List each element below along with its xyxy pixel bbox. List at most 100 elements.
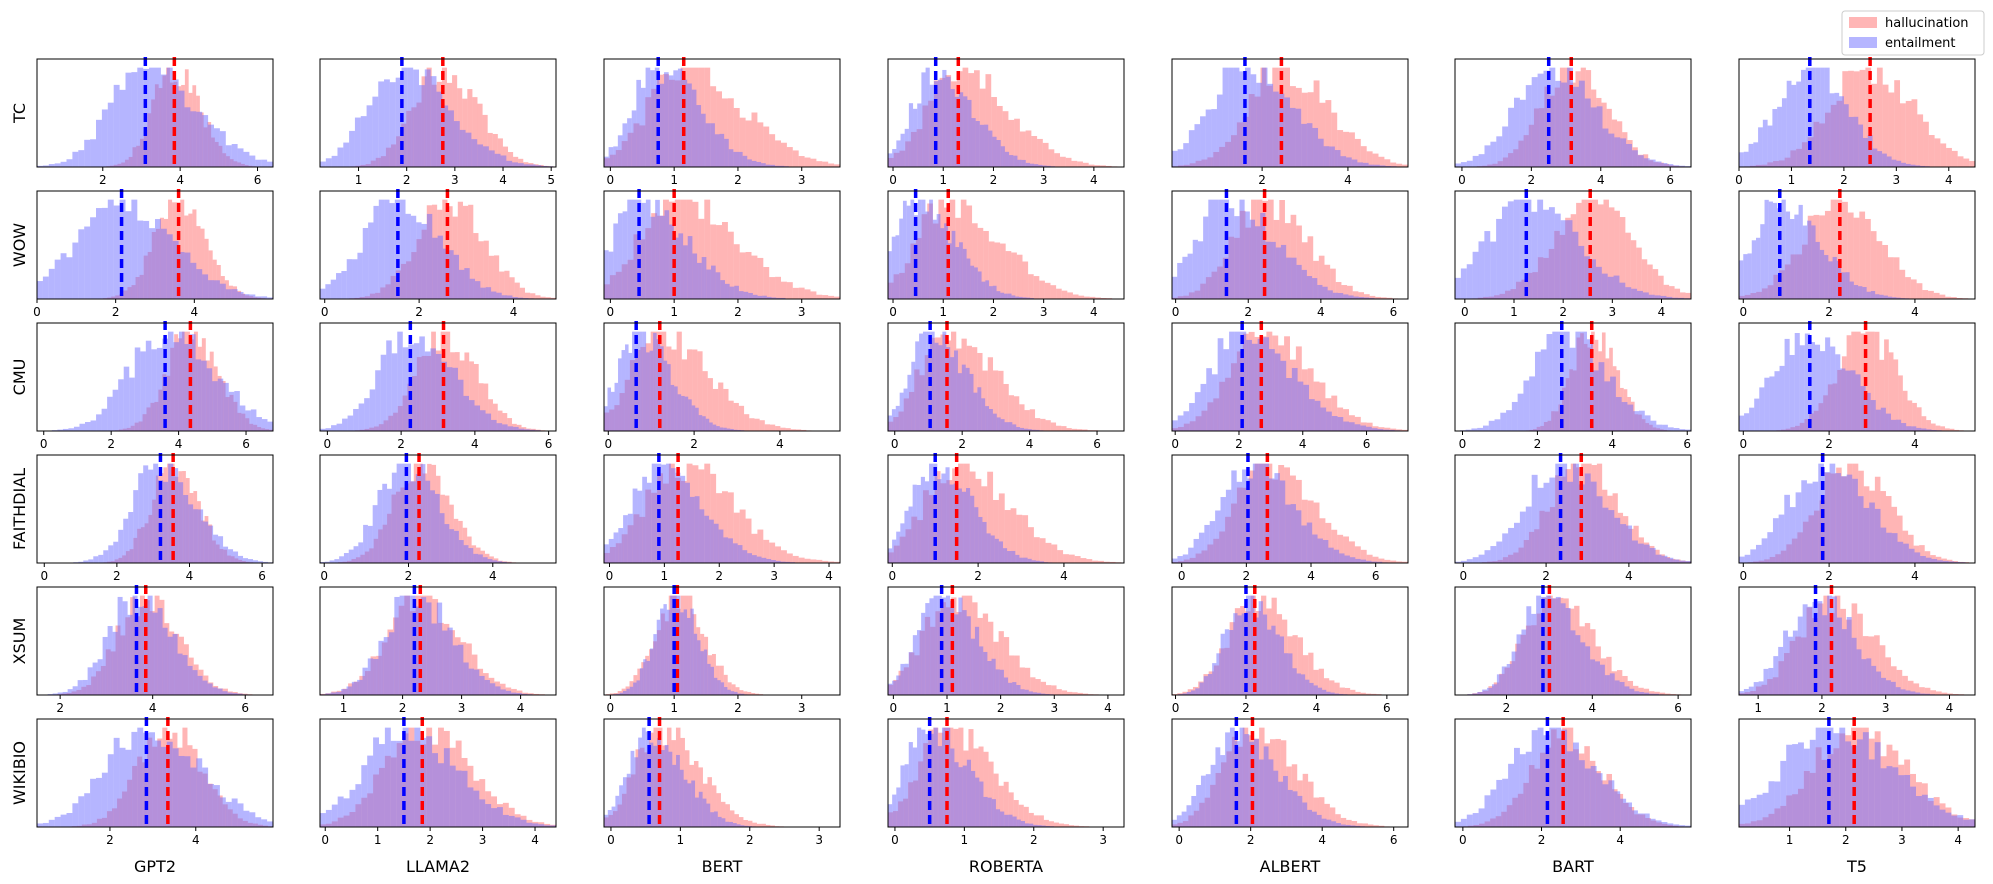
entailment-bar — [1942, 560, 1949, 563]
panel-frame — [319, 454, 557, 564]
entailment-bar — [640, 87, 646, 167]
entailment-bar — [217, 688, 223, 695]
entailment-bar — [418, 85, 425, 167]
entailment-bar — [1822, 615, 1828, 695]
entailment-bar — [535, 165, 542, 167]
entailment-bar — [1608, 133, 1615, 167]
hallucination-bar — [716, 225, 722, 299]
entailment-bar — [1031, 429, 1036, 431]
hallucination-bar — [761, 823, 766, 827]
hallucination-bar — [716, 793, 721, 827]
entailment-bar — [1338, 693, 1344, 695]
entailment-bar — [1581, 331, 1587, 431]
hallucination-bar — [1928, 290, 1934, 299]
hallucination-bar — [822, 295, 829, 299]
hallucination-bar — [804, 157, 811, 167]
entailment-bar — [608, 147, 614, 167]
entailment-bar — [695, 797, 699, 827]
entailment-bar — [90, 217, 96, 299]
entailment-bar — [1332, 292, 1339, 299]
entailment-bar — [723, 427, 727, 431]
entailment-bar — [925, 67, 930, 167]
entailment-bar — [397, 331, 403, 431]
entailment-bar — [933, 727, 938, 827]
entailment-bar — [1287, 789, 1293, 827]
entailment-bar — [1815, 67, 1821, 167]
hallucination-bar — [1071, 428, 1078, 431]
hallucination-bar — [1898, 375, 1903, 431]
x-tick-label: 0 — [1459, 569, 1467, 583]
hallucination-bar — [1367, 824, 1374, 827]
hallucination-bar — [509, 277, 515, 299]
entailment-bar — [1891, 533, 1898, 563]
hallucination-bar — [1039, 538, 1046, 563]
entailment-bar — [979, 781, 984, 827]
hallucination-bar — [739, 252, 746, 299]
entailment-bar — [57, 429, 63, 431]
entailment-bar — [1331, 821, 1337, 827]
entailment-bar — [1182, 256, 1188, 299]
panel-frame — [1171, 190, 1409, 300]
entailment-bar — [407, 67, 414, 167]
entailment-bar — [1348, 422, 1355, 431]
entailment-bar — [349, 789, 356, 827]
entailment-bar — [1348, 295, 1354, 299]
entailment-bar — [1870, 400, 1876, 431]
entailment-bar — [618, 358, 622, 431]
hallucination-bar — [1355, 691, 1361, 695]
entailment-bar — [471, 139, 478, 167]
entailment-bar — [125, 749, 132, 827]
entailment-bar — [37, 165, 43, 167]
entailment-bar — [734, 691, 738, 695]
hallucination-bar — [516, 424, 522, 431]
hallucination-bar — [801, 429, 807, 431]
entailment-bar — [166, 234, 173, 299]
entailment-bar — [661, 464, 667, 563]
entailment-bar — [113, 541, 119, 563]
entailment-bar — [119, 89, 126, 167]
hallucination-bar — [1003, 781, 1009, 827]
entailment-bar — [1265, 241, 1271, 299]
entailment-bar — [1327, 290, 1333, 299]
entailment-bar — [1797, 616, 1803, 695]
hallucination-bar — [743, 691, 748, 695]
entailment-bar — [649, 742, 654, 827]
entailment-bar — [184, 344, 191, 431]
entailment-bar — [1374, 164, 1380, 167]
entailment-bar — [1312, 534, 1318, 563]
entailment-bar — [744, 825, 749, 827]
entailment-bar — [360, 116, 367, 167]
entailment-bar — [1846, 617, 1852, 695]
entailment-bar — [173, 342, 180, 431]
hallucination-bar — [1033, 815, 1039, 827]
entailment-bar — [1569, 347, 1576, 431]
entailment-bar — [1186, 805, 1192, 827]
entailment-bar — [1007, 293, 1012, 299]
hallucination-bar — [1082, 429, 1088, 431]
hallucination-bar — [1954, 429, 1960, 431]
entailment-bar — [1322, 286, 1328, 299]
hallucination-bar — [1319, 382, 1326, 431]
hallucination-bar — [1018, 804, 1024, 827]
entailment-bar — [183, 495, 189, 563]
hallucination-bar — [1035, 679, 1041, 695]
entailment-bar — [774, 165, 780, 167]
entailment-bar — [1820, 351, 1826, 431]
hallucination-bar — [723, 388, 729, 431]
entailment-bar — [353, 408, 359, 431]
entailment-bar — [642, 476, 647, 563]
entailment-bar — [496, 292, 502, 299]
entailment-bar — [1549, 477, 1556, 563]
entailment-bar — [1035, 560, 1040, 563]
entailment-bar — [48, 819, 55, 827]
entailment-bar — [1926, 429, 1932, 431]
entailment-bar — [148, 469, 154, 563]
entailment-bar — [73, 426, 80, 431]
entailment-bar — [604, 250, 609, 299]
entailment-bar — [673, 237, 679, 299]
x-tick-label: 0 — [1459, 833, 1467, 847]
x-tick-label: 2 — [1242, 701, 1250, 715]
